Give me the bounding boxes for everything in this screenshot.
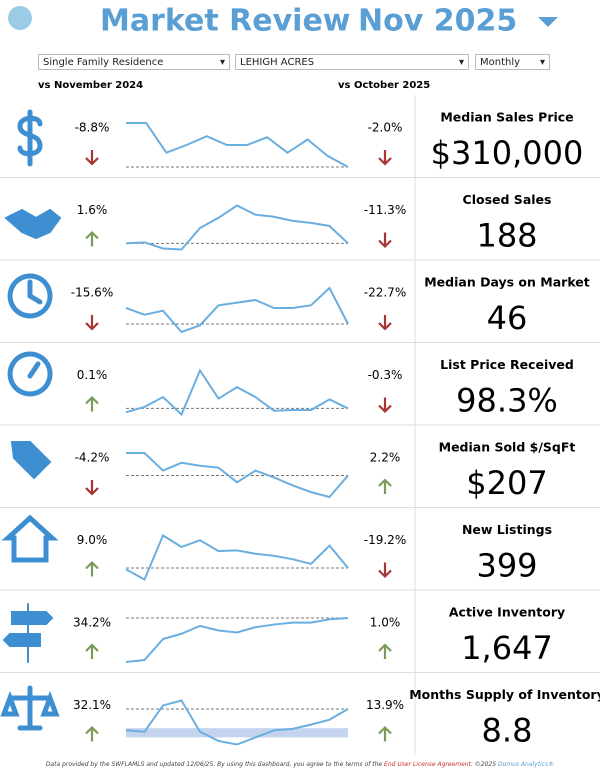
metric-value: 98.3% xyxy=(456,382,558,420)
metric-value: 46 xyxy=(487,299,528,337)
sparkline xyxy=(125,368,349,417)
footer-link[interactable]: End User License Agreement. xyxy=(384,761,473,768)
footer-copyright: ©2025 xyxy=(475,761,496,768)
metric-icon xyxy=(4,208,62,240)
yoy-header: vs November 2024 xyxy=(38,80,143,91)
mom-arrow xyxy=(378,150,392,166)
metric-name: Active Inventory xyxy=(449,605,565,620)
metric-name: Median Sold $/SqFt xyxy=(439,440,576,455)
metric-name: List Price Received xyxy=(440,357,574,372)
interval-filter[interactable]: Monthly xyxy=(475,54,550,71)
mom-change: -0.3% xyxy=(368,368,403,382)
metric-value: $207 xyxy=(466,464,547,502)
mom-arrow xyxy=(378,562,392,579)
yoy-arrow xyxy=(85,725,99,742)
yoy-change: -15.6% xyxy=(71,286,113,300)
sparkline xyxy=(126,122,349,168)
yoy-arrow xyxy=(85,560,99,577)
mom-change: -11.3% xyxy=(364,203,406,217)
sparkline xyxy=(125,699,349,746)
metric-value: 1,647 xyxy=(461,629,553,667)
metric-value: 399 xyxy=(476,547,537,585)
yoy-arrow xyxy=(85,395,99,412)
yoy-change: 32.1% xyxy=(73,698,111,712)
metric-name: New Listings xyxy=(462,522,552,537)
yoy-arrow xyxy=(85,230,99,247)
sparkline xyxy=(126,452,349,499)
logo xyxy=(8,6,32,30)
yoy-change: 1.6% xyxy=(77,203,108,217)
mom-change: -19.2% xyxy=(364,533,406,547)
metric-icon xyxy=(1,514,59,563)
yoy-change: 9.0% xyxy=(77,533,108,547)
footer-text: Data provided by the SWFLAMLS and update… xyxy=(46,761,383,768)
metric-icon xyxy=(17,109,43,167)
spark-band xyxy=(126,728,348,738)
metric-icon xyxy=(10,441,52,480)
mom-arrow xyxy=(378,478,392,494)
mom-header: vs October 2025 xyxy=(338,80,430,91)
yoy-arrow xyxy=(85,480,99,496)
mom-arrow xyxy=(378,315,392,331)
metric-icon xyxy=(7,273,53,319)
sparkline xyxy=(125,286,349,334)
yoy-change: -4.2% xyxy=(75,451,110,465)
property-type-filter[interactable]: Single Family Residence xyxy=(38,54,230,71)
mom-change: 2.2% xyxy=(370,451,401,465)
mom-arrow xyxy=(378,232,392,249)
yoy-arrow xyxy=(85,643,99,659)
metric-icon xyxy=(2,603,54,663)
sparkline xyxy=(125,534,349,581)
metric-name: Median Sales Price xyxy=(440,110,573,125)
metric-name: Months Supply of Inventory xyxy=(409,687,600,702)
yoy-arrow xyxy=(85,315,99,331)
footer-brand: Domus Analytics® xyxy=(498,761,554,768)
area-filter[interactable]: LEHIGH ACRES xyxy=(235,54,469,71)
metric-value: 8.8 xyxy=(482,712,533,750)
mom-arrow xyxy=(378,397,392,414)
yoy-arrow xyxy=(85,150,99,166)
footer: Data provided by the SWFLAMLS and update… xyxy=(46,761,554,768)
metric-icon xyxy=(0,685,60,731)
sparkline xyxy=(125,204,349,251)
title: Market Review xyxy=(100,4,351,39)
mom-change: -22.7% xyxy=(364,286,406,300)
metric-name: Median Days on Market xyxy=(424,275,590,290)
mom-arrow xyxy=(378,643,392,659)
mom-change: -2.0% xyxy=(368,121,403,135)
mom-arrow xyxy=(378,725,392,742)
sparkline xyxy=(125,617,349,663)
metric-value: 188 xyxy=(476,217,537,255)
metric-icon xyxy=(7,351,53,397)
mom-change: 13.9% xyxy=(366,698,404,712)
yoy-change: 34.2% xyxy=(73,616,111,630)
metric-name: Closed Sales xyxy=(463,192,552,207)
period-dropdown[interactable] xyxy=(538,17,558,27)
metric-value: $310,000 xyxy=(431,134,584,172)
period[interactable]: Nov 2025 xyxy=(358,4,517,39)
yoy-change: 0.1% xyxy=(77,368,108,382)
yoy-change: -8.8% xyxy=(75,121,110,135)
mom-change: 1.0% xyxy=(370,616,401,630)
